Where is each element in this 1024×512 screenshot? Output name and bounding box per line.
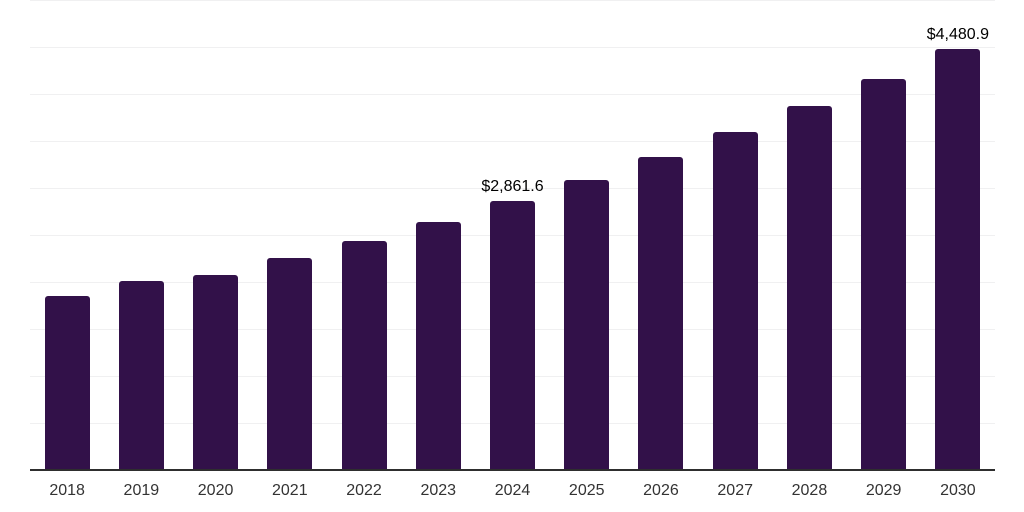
bar-2029 xyxy=(861,79,907,470)
bar-2019 xyxy=(118,281,164,470)
bar-2026 xyxy=(638,157,684,470)
bar-2030 xyxy=(935,49,981,470)
bar-2025 xyxy=(564,180,610,470)
x-tick-label-2024: 2024 xyxy=(494,482,531,499)
x-axis-line xyxy=(30,469,995,471)
bar-2028 xyxy=(786,106,832,470)
gridline xyxy=(30,0,995,1)
x-tick-label-2020: 2020 xyxy=(197,482,234,499)
bar-2024 xyxy=(490,201,535,470)
bar-2020 xyxy=(193,275,239,470)
x-tick-label-2023: 2023 xyxy=(420,482,457,499)
gridline xyxy=(30,188,995,189)
bar-2021 xyxy=(267,258,313,470)
bar-2018 xyxy=(44,296,90,470)
bar-value-label-2024: $2,861.6 xyxy=(481,178,544,195)
bar-value-label-2030: $4,480.9 xyxy=(926,26,990,43)
gridline xyxy=(30,47,995,48)
x-tick-label-2022: 2022 xyxy=(346,482,382,499)
x-tick-label-2028: 2028 xyxy=(791,482,828,499)
bar-2027 xyxy=(712,132,758,470)
x-tick-label-2018: 2018 xyxy=(49,482,85,499)
x-tick-label-2027: 2027 xyxy=(717,482,753,499)
gridline xyxy=(30,94,995,95)
x-tick-label-2029: 2029 xyxy=(865,482,902,499)
x-tick-label-2030: 2030 xyxy=(940,482,976,499)
bar-2023 xyxy=(415,222,461,470)
gridline xyxy=(30,141,995,142)
x-tick-label-2026: 2026 xyxy=(643,482,679,499)
bar-2022 xyxy=(341,241,387,470)
x-tick-label-2021: 2021 xyxy=(272,482,308,499)
plot-area: $2,861.6 $4,480.9 xyxy=(30,0,995,471)
x-tick-label-2019: 2019 xyxy=(123,482,160,499)
x-tick-label-2025: 2025 xyxy=(568,482,605,499)
